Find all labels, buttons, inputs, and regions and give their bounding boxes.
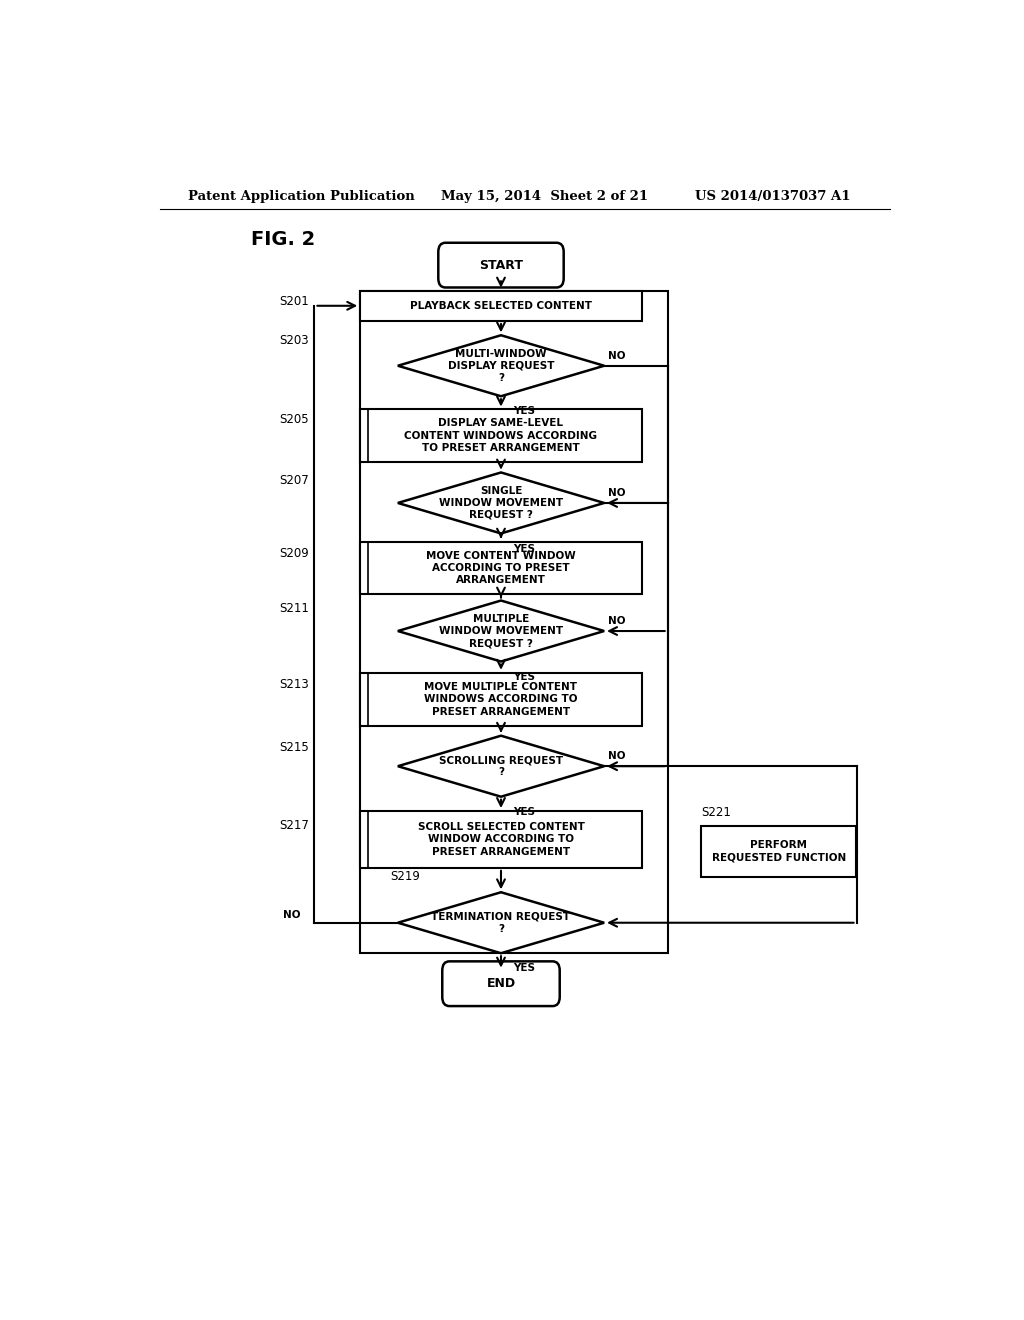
Text: US 2014/0137037 A1: US 2014/0137037 A1 — [695, 190, 851, 202]
Polygon shape — [397, 892, 604, 953]
Text: START: START — [479, 259, 523, 272]
Text: S209: S209 — [279, 548, 308, 560]
Text: S217: S217 — [279, 818, 308, 832]
Text: S221: S221 — [701, 807, 731, 820]
Text: NO: NO — [608, 751, 626, 762]
Text: YES: YES — [513, 544, 535, 553]
Text: YES: YES — [513, 407, 535, 417]
Text: NO: NO — [608, 488, 626, 498]
FancyBboxPatch shape — [360, 810, 642, 867]
Text: DISPLAY SAME-LEVEL
CONTENT WINDOWS ACCORDING
TO PRESET ARRANGEMENT: DISPLAY SAME-LEVEL CONTENT WINDOWS ACCOR… — [404, 418, 597, 453]
Text: MULTIPLE
WINDOW MOVEMENT
REQUEST ?: MULTIPLE WINDOW MOVEMENT REQUEST ? — [439, 614, 563, 648]
Polygon shape — [397, 473, 604, 533]
Text: SINGLE
WINDOW MOVEMENT
REQUEST ?: SINGLE WINDOW MOVEMENT REQUEST ? — [439, 486, 563, 520]
Polygon shape — [397, 735, 604, 797]
Text: MOVE CONTENT WINDOW
ACCORDING TO PRESET
ARRANGEMENT: MOVE CONTENT WINDOW ACCORDING TO PRESET … — [426, 550, 575, 585]
Text: S201: S201 — [279, 296, 308, 308]
Text: MOVE MULTIPLE CONTENT
WINDOWS ACCORDING TO
PRESET ARRANGEMENT: MOVE MULTIPLE CONTENT WINDOWS ACCORDING … — [424, 681, 578, 717]
Text: S215: S215 — [279, 742, 308, 755]
Text: SCROLLING REQUEST
?: SCROLLING REQUEST ? — [439, 755, 563, 777]
Text: Patent Application Publication: Patent Application Publication — [187, 190, 415, 202]
Text: END: END — [486, 977, 515, 990]
Text: YES: YES — [513, 807, 535, 817]
Text: SCROLL SELECTED CONTENT
WINDOW ACCORDING TO
PRESET ARRANGEMENT: SCROLL SELECTED CONTENT WINDOW ACCORDING… — [418, 822, 585, 857]
Text: TERMINATION REQUEST
?: TERMINATION REQUEST ? — [431, 912, 570, 933]
Text: S203: S203 — [279, 334, 308, 347]
FancyBboxPatch shape — [360, 290, 642, 321]
Polygon shape — [397, 601, 604, 661]
Text: NO: NO — [608, 351, 626, 360]
FancyBboxPatch shape — [360, 673, 642, 726]
Text: S219: S219 — [390, 870, 420, 883]
Text: PLAYBACK SELECTED CONTENT: PLAYBACK SELECTED CONTENT — [410, 301, 592, 310]
Text: S211: S211 — [279, 602, 308, 615]
Text: PERFORM
REQUESTED FUNCTION: PERFORM REQUESTED FUNCTION — [712, 841, 846, 863]
FancyBboxPatch shape — [360, 541, 642, 594]
Text: YES: YES — [513, 964, 535, 973]
Text: May 15, 2014  Sheet 2 of 21: May 15, 2014 Sheet 2 of 21 — [441, 190, 648, 202]
Text: FIG. 2: FIG. 2 — [251, 230, 315, 249]
FancyBboxPatch shape — [438, 243, 563, 288]
FancyBboxPatch shape — [360, 409, 642, 462]
Text: S213: S213 — [279, 678, 308, 692]
FancyBboxPatch shape — [701, 826, 856, 876]
Text: S207: S207 — [279, 474, 308, 487]
Polygon shape — [397, 335, 604, 396]
Text: NO: NO — [283, 909, 300, 920]
Text: S205: S205 — [279, 413, 308, 426]
FancyBboxPatch shape — [442, 961, 560, 1006]
Text: MULTI-WINDOW
DISPLAY REQUEST
?: MULTI-WINDOW DISPLAY REQUEST ? — [447, 348, 554, 383]
Text: YES: YES — [513, 672, 535, 681]
Text: NO: NO — [608, 616, 626, 626]
